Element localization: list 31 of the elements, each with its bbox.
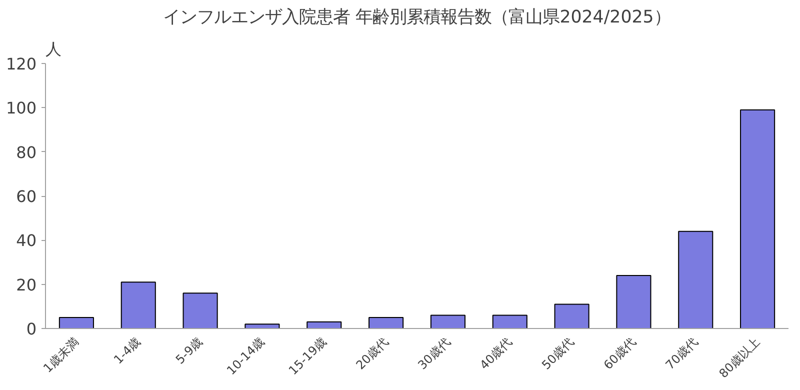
bar <box>306 321 342 328</box>
bar <box>740 109 776 328</box>
bar <box>368 316 404 328</box>
bar <box>244 324 280 328</box>
bar <box>492 314 528 328</box>
y-tick-label: 80 <box>16 142 36 162</box>
x-tick-label: 40歳代 <box>477 334 515 372</box>
x-tick-label: 60歳代 <box>600 334 639 372</box>
bar <box>120 282 156 328</box>
bar <box>554 304 590 328</box>
x-tick-label: 70歳代 <box>662 334 701 372</box>
y-axis-title: 人 <box>46 40 62 58</box>
bar <box>430 314 466 328</box>
y-tick-label: 120 <box>6 54 37 74</box>
y-tick-label: 40 <box>16 231 36 250</box>
bar <box>182 292 218 328</box>
y-tick-label: 0 <box>26 320 37 338</box>
bar <box>58 316 94 328</box>
x-tick-label: 1歳未満 <box>40 334 82 376</box>
y-tick-label: 60 <box>16 187 36 206</box>
y-tick-label: 100 <box>6 98 37 118</box>
x-tick-label: 80歳以上 <box>716 334 762 381</box>
chart-title: インフルエンザ入院患者 年齢別累積報告数（富山県2024/2025） <box>163 8 671 28</box>
x-tick-label: 1-4歳 <box>111 334 144 367</box>
bar <box>616 275 652 328</box>
x-tick-label: 50歳代 <box>539 334 577 372</box>
bar <box>678 230 714 328</box>
x-tick-label: 30歳代 <box>415 334 453 372</box>
y-tick-label: 20 <box>16 275 36 294</box>
x-tick-label: 5-9歳 <box>173 334 206 367</box>
x-tick-label: 20歳代 <box>353 334 391 372</box>
